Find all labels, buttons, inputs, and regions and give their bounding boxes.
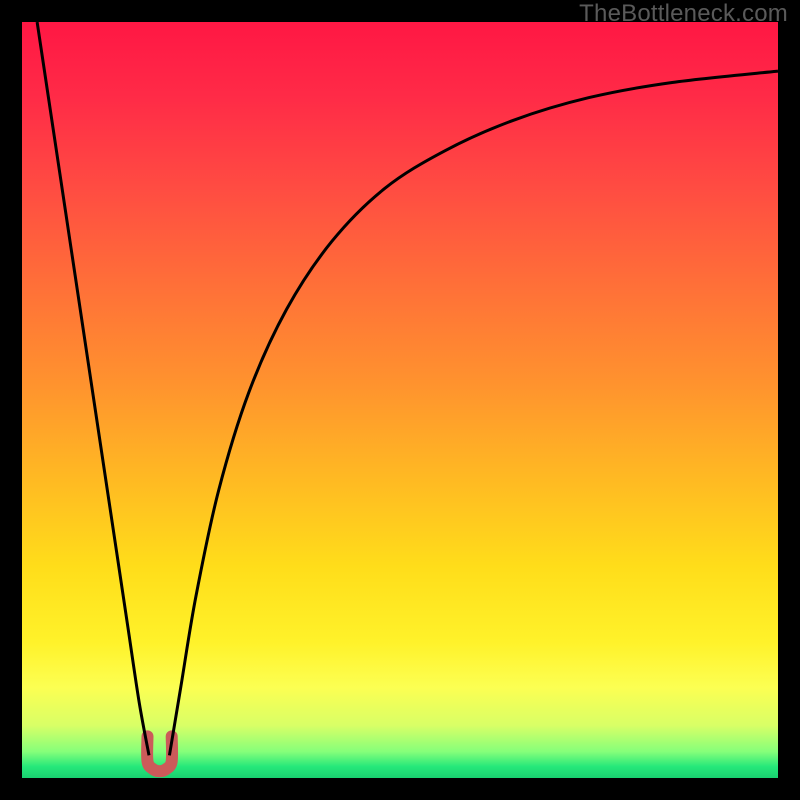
gradient-background: [22, 22, 778, 778]
frame-border-right: [778, 0, 800, 800]
plot-svg: [0, 0, 800, 800]
frame-border-left: [0, 0, 22, 800]
frame-border-bottom: [0, 778, 800, 800]
chart-container: TheBottleneck.com: [0, 0, 800, 800]
watermark-text: TheBottleneck.com: [579, 0, 788, 28]
